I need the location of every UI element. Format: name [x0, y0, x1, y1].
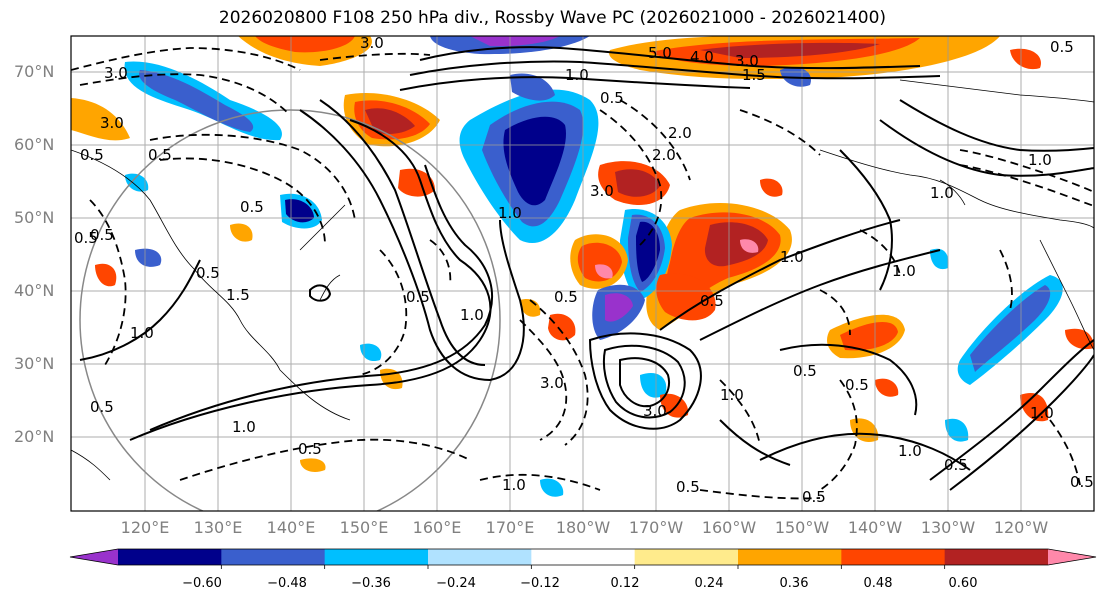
colorbar-tick-label: 0.36	[779, 576, 809, 591]
lat-label: 70°N	[14, 62, 55, 81]
lon-label: 180°W	[555, 518, 611, 537]
contour-label: 2.0	[668, 124, 692, 142]
contour-label: 3.0	[100, 114, 124, 132]
contour-label: 0.5	[298, 440, 322, 458]
colorbar-extension-min	[70, 549, 118, 565]
colorbar-swatch	[738, 549, 842, 565]
colorbar-tick-label: −0.12	[520, 576, 560, 591]
contour-label: 0.5	[90, 226, 114, 244]
colorbar	[69, 548, 1097, 569]
colorbar-tick-label: −0.24	[436, 576, 476, 591]
lon-label: 150°E	[339, 518, 389, 537]
contour-label: 0.5	[90, 398, 114, 416]
map-title: 2026020800 F108 250 hPa div., Rossby Wav…	[218, 8, 887, 28]
contour-label: 0.5	[845, 376, 869, 394]
contour-label: 1.0	[1030, 404, 1054, 422]
contour-label: 0.5	[676, 478, 700, 496]
contour-label: 0.5	[802, 488, 826, 506]
colorbar-tick-label: −0.48	[267, 576, 307, 591]
contour-label: 0.5	[148, 146, 172, 164]
contour-label: 3.0	[104, 64, 128, 82]
colorbar-tick-label: −0.60	[182, 576, 222, 591]
contour-label: 0.5	[196, 264, 220, 282]
contour-label: 1.0	[502, 476, 526, 494]
lon-label: 140°W	[847, 518, 903, 537]
lon-label: 120°E	[120, 518, 170, 537]
contour-label: 0.5	[80, 146, 104, 164]
colorbar-tick-label: 0.48	[863, 576, 893, 591]
colorbar-tick-label: 0.12	[610, 576, 640, 591]
contour-label: 0.5	[700, 292, 724, 310]
coastlines	[71, 79, 1094, 481]
contour-label: 0.5	[600, 89, 624, 107]
contour-label: 0.5	[554, 288, 578, 306]
contour-label: 1.5	[742, 66, 766, 84]
colorbar-extension-max	[1048, 549, 1096, 565]
lon-label: 130°E	[193, 518, 243, 537]
contour-label: 3.0	[590, 182, 614, 200]
contour-labels: 3.0 5.0 4.0 3.0 1.5 3.0 1.0 0.5 3.0 0.5 …	[74, 34, 1094, 506]
map-plot-area: 3.0 5.0 4.0 3.0 1.5 3.0 1.0 0.5 3.0 0.5 …	[71, 34, 1094, 511]
contour-label: 1.0	[720, 386, 744, 404]
contour-label: 1.0	[780, 248, 804, 266]
graticule	[71, 36, 1094, 511]
contour-label: 1.0	[930, 184, 954, 202]
contour-label: 3.0	[735, 52, 759, 70]
contour-label: 0.5	[1070, 473, 1094, 491]
plot-frame	[70, 35, 1095, 512]
contour-label: 0.5	[793, 362, 817, 380]
lat-label: 50°N	[14, 208, 55, 227]
colorbar-swatch	[841, 549, 946, 565]
lat-label: 30°N	[14, 354, 55, 373]
lon-label: 150°W	[774, 518, 830, 537]
contour-label: 3.0	[360, 34, 384, 52]
lon-label: 170°W	[628, 518, 684, 537]
lat-label: 60°N	[14, 135, 55, 154]
lon-label: 160°E	[412, 518, 462, 537]
contour-label: 1.0	[130, 324, 154, 342]
colorbar-outline	[69, 548, 1097, 566]
contour-label: 1.0	[892, 262, 916, 280]
lat-label: 40°N	[14, 281, 55, 300]
colorbar-swatch	[531, 549, 636, 565]
contour-label: 0.5	[1050, 38, 1074, 56]
colorbar-swatch	[118, 549, 222, 565]
contour-label: 0.5	[944, 456, 968, 474]
colorbar-tick-label: −0.36	[351, 576, 391, 591]
lon-label: 140°E	[266, 518, 316, 537]
contour-label: 1.5	[226, 286, 250, 304]
lon-label: 130°W	[920, 518, 976, 537]
contour-label: 1.0	[232, 418, 256, 436]
contour-label: 1.0	[565, 66, 589, 84]
colorbar-swatch	[944, 549, 1049, 565]
colorbar-swatch	[634, 549, 739, 565]
contour-label: 1.0	[460, 306, 484, 324]
colorbar-swatch	[221, 549, 326, 565]
colorbar-swatch	[324, 549, 429, 565]
contour-label: 3.0	[540, 374, 564, 392]
dashed-contours	[71, 47, 1094, 500]
contour-label: 3.0	[643, 402, 667, 420]
contour-label: 2.0	[652, 146, 676, 164]
contour-label: 0.5	[74, 229, 98, 247]
colorbar-swatch	[428, 549, 532, 565]
colorbar-tick-label: 0.24	[694, 576, 724, 591]
contour-label: 1.0	[498, 204, 522, 222]
contour-label: 0.5	[406, 288, 430, 306]
lon-label: 170°E	[485, 518, 535, 537]
range-circle	[79, 109, 501, 511]
colorbar-tick-label: 0.60	[948, 576, 978, 591]
lon-label: 120°W	[993, 518, 1049, 537]
contour-label: 1.0	[898, 442, 922, 460]
contour-label: 4.0	[690, 48, 714, 66]
contour-label: 5.0	[648, 44, 672, 62]
lat-label: 20°N	[14, 427, 55, 446]
contour-label: 0.5	[240, 198, 264, 216]
contour-label: 1.0	[1028, 151, 1052, 169]
lon-label: 160°W	[701, 518, 757, 537]
